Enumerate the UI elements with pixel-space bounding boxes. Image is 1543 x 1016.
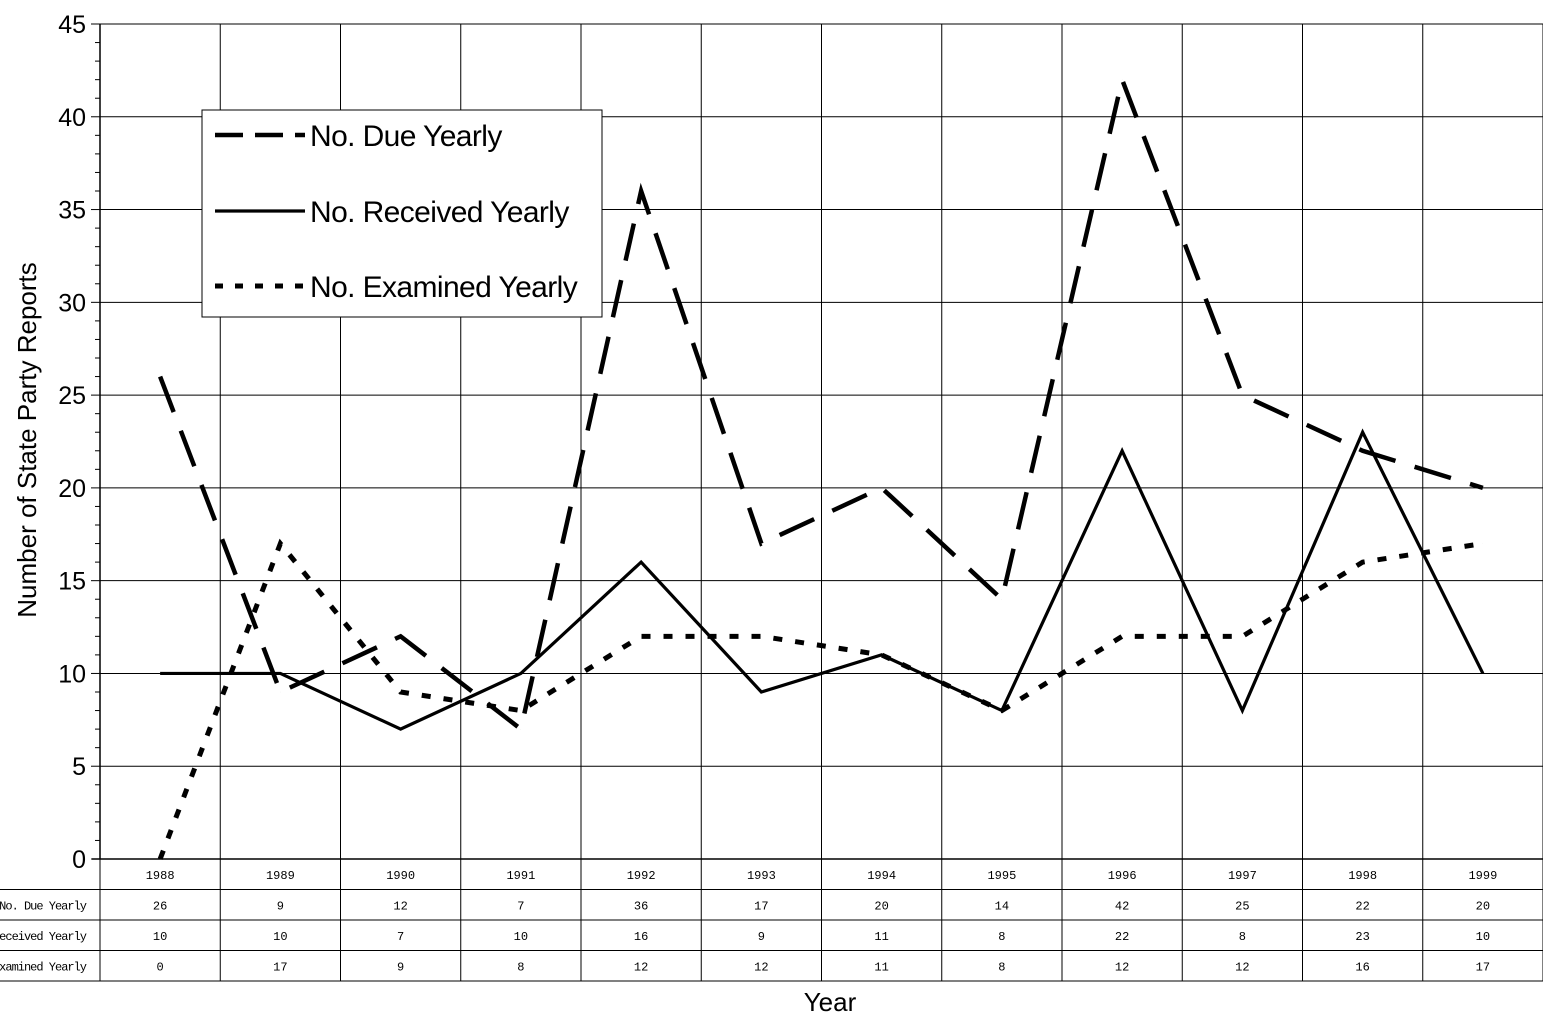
data-label: 36 [634, 900, 648, 914]
data-label: 23 [1355, 930, 1369, 944]
data-label: 7 [397, 930, 404, 944]
x-tick-label: 1988 [146, 869, 175, 883]
x-tick-label: 1996 [1108, 869, 1137, 883]
x-tick-label: 1992 [627, 869, 656, 883]
series-line-1 [158, 71, 1484, 734]
legend-label: No. Due Yearly [310, 120, 502, 153]
data-label: 9 [277, 900, 284, 914]
x-tick-label: 1990 [386, 869, 415, 883]
data-label: 9 [397, 961, 404, 975]
data-label: 10 [1476, 930, 1490, 944]
x-axis-title: Year [804, 987, 857, 1016]
legend-box [201, 109, 603, 318]
y-tick-label: 30 [58, 289, 86, 317]
data-label: 8 [1239, 930, 1246, 944]
x-tick-label: 1993 [747, 869, 776, 883]
y-tick-label: 10 [58, 660, 86, 688]
y-tick-label: 15 [58, 568, 86, 596]
x-tick-label: 1995 [987, 869, 1016, 883]
data-table: 1988 1989 1990 1991 1992 1993 1994 1995 1996 1997… [0, 859, 1543, 982]
data-label: 12 [754, 961, 768, 975]
y-tick-label: 20 [58, 475, 86, 503]
y-tick-label: 45 [58, 11, 86, 39]
data-label: 7 [517, 900, 524, 914]
data-label: 20 [1476, 900, 1490, 914]
data-label: 12 [393, 900, 407, 914]
x-tick-label: 1997 [1228, 869, 1257, 883]
data-label: 10 [153, 930, 167, 944]
x-tick-label: 1989 [266, 869, 295, 883]
x-tick-label: 1991 [506, 869, 535, 883]
data-label: 26 [153, 900, 167, 914]
series-lines [157, 71, 1485, 860]
data-label: 0 [157, 961, 164, 975]
y-tick-label: 40 [58, 104, 86, 132]
x-tick-label: 1998 [1348, 869, 1377, 883]
data-label: 14 [995, 900, 1009, 914]
series-line-3 [157, 538, 1484, 860]
x-tick-label: 1994 [867, 869, 896, 883]
y-tick-label: 35 [58, 197, 86, 225]
y-axis-ticks: 0 5 10 15 20 25 30 35 40 45 [58, 11, 100, 874]
y-tick-label: 5 [72, 753, 86, 781]
data-label: 10 [514, 930, 528, 944]
legend: No. Due Yearly No. Received Yearly No. Exa… [201, 109, 603, 318]
data-label: 16 [1355, 961, 1369, 975]
axes [92, 24, 1543, 860]
legend-label: No. Received Yearly [310, 196, 569, 229]
data-label: 25 [1235, 900, 1249, 914]
data-label: 8 [998, 961, 1005, 975]
y-tick-label: 0 [72, 846, 86, 874]
data-label: 12 [1235, 961, 1249, 975]
data-label: 12 [1115, 961, 1129, 975]
y-tick-label: 25 [58, 382, 86, 410]
y-axis-title: Number of State Party Reports [12, 262, 42, 617]
data-label: 11 [874, 930, 888, 944]
data-label: 11 [874, 961, 888, 975]
legend-label: No. Examined Yearly [310, 271, 578, 304]
data-label: 42 [1115, 900, 1129, 914]
data-label: 12 [634, 961, 648, 975]
table-row-label: No. Examined Yearly [0, 961, 87, 975]
data-label: 9 [758, 930, 765, 944]
data-label: 22 [1115, 930, 1129, 944]
data-label: 8 [998, 930, 1005, 944]
series-line-2 [160, 428, 1485, 731]
data-label: 17 [1476, 961, 1490, 975]
data-label: 16 [634, 930, 648, 944]
table-row-label: No. Received Yearly [0, 930, 87, 944]
data-label: 17 [754, 900, 768, 914]
x-tick-label: 1999 [1468, 869, 1497, 883]
table-row-label: No. Due Yearly [0, 900, 87, 914]
data-label: 10 [273, 930, 287, 944]
data-label: 17 [273, 961, 287, 975]
data-label: 20 [874, 900, 888, 914]
data-label: 22 [1355, 900, 1369, 914]
data-label: 8 [517, 961, 524, 975]
